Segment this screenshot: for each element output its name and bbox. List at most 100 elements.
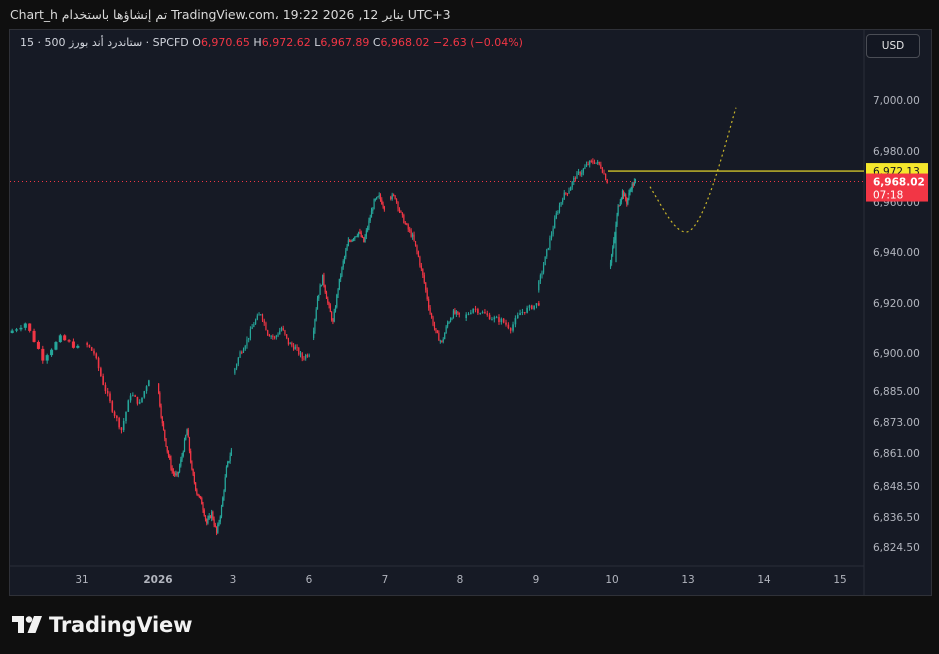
candle-body xyxy=(97,358,100,369)
candle-body xyxy=(423,275,425,283)
candle-body xyxy=(225,466,228,478)
candle-body xyxy=(182,451,184,456)
candle-body xyxy=(143,391,146,398)
candle-body xyxy=(160,406,162,418)
candle-body xyxy=(557,212,559,214)
candle-body xyxy=(334,307,337,312)
candle-body xyxy=(550,234,553,239)
candle-body xyxy=(50,349,54,356)
candle-body xyxy=(113,411,116,416)
candle-body xyxy=(167,451,170,456)
candle-body xyxy=(267,330,269,335)
candle-body xyxy=(574,177,576,179)
candle-body xyxy=(566,193,569,195)
candle-body xyxy=(397,201,399,209)
legend-low-label: L xyxy=(314,36,321,49)
candle-body xyxy=(581,172,583,175)
candle-body xyxy=(161,417,163,424)
currency-button[interactable]: USD xyxy=(866,34,920,58)
y-tick-label: 6,940.00 xyxy=(873,247,920,259)
candle-body xyxy=(542,265,545,273)
candle-body xyxy=(554,218,556,229)
candle-body xyxy=(528,305,531,308)
candle-body xyxy=(622,190,625,197)
candle-body xyxy=(324,285,326,293)
legend-symbol: 15 · 500 ستاندرد أند بورز · SPCFD xyxy=(20,36,189,49)
candle-body xyxy=(538,281,540,291)
candle-body xyxy=(617,205,619,215)
candle-body xyxy=(224,477,226,491)
candle-body xyxy=(541,272,543,276)
candle-body xyxy=(185,435,187,440)
candle-body xyxy=(208,515,210,519)
candle-body xyxy=(449,319,452,322)
tradingview-logo[interactable]: TradingView xyxy=(12,613,192,637)
candle-body xyxy=(220,506,223,517)
candle-body xyxy=(41,348,45,361)
candle-body xyxy=(165,438,167,447)
y-tick-label: 6,980.00 xyxy=(873,146,920,158)
candle-body xyxy=(90,347,93,351)
candle-body xyxy=(558,205,561,213)
candle-body xyxy=(358,231,360,236)
candle-body xyxy=(620,197,622,202)
candle-body xyxy=(298,347,300,355)
candle-body xyxy=(417,251,420,257)
candle-body xyxy=(260,314,262,316)
candle-body xyxy=(361,236,364,238)
candle-body xyxy=(432,317,434,325)
candle-body xyxy=(213,519,215,526)
candle-body xyxy=(299,353,302,355)
candle-body xyxy=(376,197,378,200)
chart-panel[interactable]: 7,000.00 6,980.00 6,960.00 6,940.00 6,920.00… xyxy=(9,29,932,596)
candle-body xyxy=(88,344,91,348)
y-tick-label: 6,824.50 xyxy=(873,542,920,554)
candle-body xyxy=(350,240,352,242)
candle-body xyxy=(284,330,286,335)
legend-high-label: H xyxy=(253,36,262,49)
candle-body xyxy=(249,329,252,338)
candle-body xyxy=(23,323,27,328)
candle-body xyxy=(158,383,160,393)
candle-body xyxy=(582,168,584,173)
candle-body xyxy=(452,310,455,319)
candle-body xyxy=(207,518,209,524)
header-attribution: Chart_h تم إنشاؤها باستخدام TradingView.… xyxy=(10,7,451,22)
candle-body xyxy=(316,298,319,310)
x-tick-label: 10 xyxy=(605,574,618,586)
legend-close-label: C xyxy=(372,36,381,49)
candle-body xyxy=(491,319,493,321)
projection-curve xyxy=(649,107,737,233)
candle-body xyxy=(356,235,358,237)
candle-body xyxy=(223,490,225,498)
x-tick-label: 31 xyxy=(75,574,88,586)
candle-body xyxy=(577,171,580,173)
candle-body xyxy=(176,473,178,475)
candle-body xyxy=(186,429,188,436)
candle-body xyxy=(420,265,422,269)
candle-body xyxy=(187,429,189,438)
candle-body xyxy=(600,164,602,169)
candle-body xyxy=(498,317,500,323)
price-chart[interactable]: 7,000.006,980.006,960.006,940.006,920.00… xyxy=(10,30,931,595)
candle-body xyxy=(237,357,239,365)
candle-body xyxy=(519,312,521,316)
candle-body xyxy=(256,315,258,320)
candle-body xyxy=(467,313,470,315)
candle-body xyxy=(322,274,324,286)
candle-body xyxy=(381,199,383,205)
candle-body xyxy=(342,261,344,268)
candle-body xyxy=(603,172,605,174)
candle-body xyxy=(332,320,334,322)
candle-body xyxy=(433,324,436,329)
candle-body xyxy=(347,240,349,246)
candle-body xyxy=(352,238,355,240)
candle-body xyxy=(403,215,405,224)
candle-body xyxy=(229,455,231,462)
candle-body xyxy=(244,345,246,350)
candle-body xyxy=(346,245,348,251)
candle-body xyxy=(378,194,380,197)
x-tick-label: 13 xyxy=(681,574,694,586)
candle-body xyxy=(212,511,214,520)
candle-body xyxy=(277,334,279,336)
